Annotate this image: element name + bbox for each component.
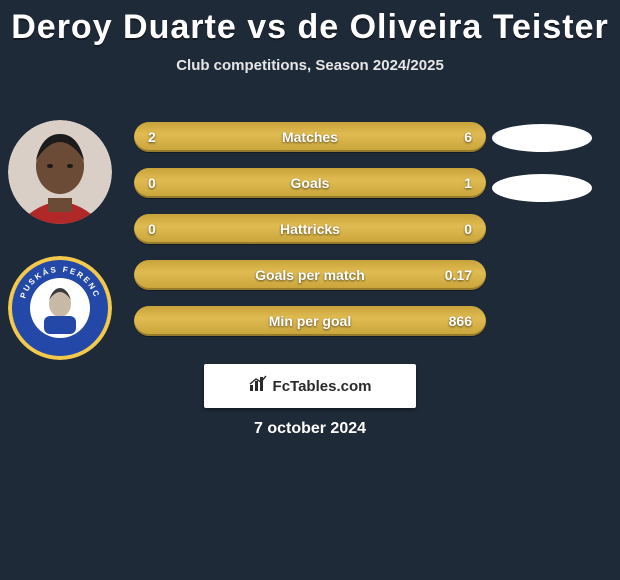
stat-right-value: 1: [464, 168, 472, 198]
stat-row-goals: 0 Goals 1: [134, 168, 486, 198]
page-title: Deroy Duarte vs de Oliveira Teister: [0, 0, 620, 47]
stat-row-goals-per-match: Goals per match 0.17: [134, 260, 486, 290]
stat-label: Hattricks: [134, 214, 486, 244]
stat-row-hattricks: 0 Hattricks 0: [134, 214, 486, 244]
portrait-icon: [8, 120, 112, 224]
stat-row-matches: 2 Matches 6: [134, 122, 486, 152]
chart-icon: [249, 375, 273, 397]
footer-date: 7 october 2024: [0, 420, 620, 438]
stat-label: Matches: [134, 122, 486, 152]
stat-right-value: 866: [449, 306, 472, 336]
player-avatar-2: PUSKÁS FERENC: [8, 256, 112, 360]
indicator-oval: [492, 174, 592, 202]
comparison-indicator-column: [492, 124, 602, 224]
page-subtitle: Club competitions, Season 2024/2025: [0, 57, 620, 74]
stats-list: 2 Matches 6 0 Goals 1 0 Hattricks 0 Goal…: [134, 122, 486, 352]
stat-label: Min per goal: [134, 306, 486, 336]
stat-right-value: 6: [464, 122, 472, 152]
avatar-column: PUSKÁS FERENC: [8, 120, 122, 392]
club-crest-icon: PUSKÁS FERENC: [8, 256, 112, 360]
stat-right-value: 0: [464, 214, 472, 244]
indicator-oval: [492, 124, 592, 152]
fctables-branding-link[interactable]: FcTables.com: [204, 364, 416, 408]
branding-label: FcTables.com: [273, 378, 372, 395]
stat-label: Goals: [134, 168, 486, 198]
stat-right-value: 0.17: [445, 260, 472, 290]
player-comparison-card: Deroy Duarte vs de Oliveira Teister Club…: [0, 0, 620, 580]
stat-row-min-per-goal: Min per goal 866: [134, 306, 486, 336]
player-avatar-1: [8, 120, 112, 224]
stat-label: Goals per match: [134, 260, 486, 290]
